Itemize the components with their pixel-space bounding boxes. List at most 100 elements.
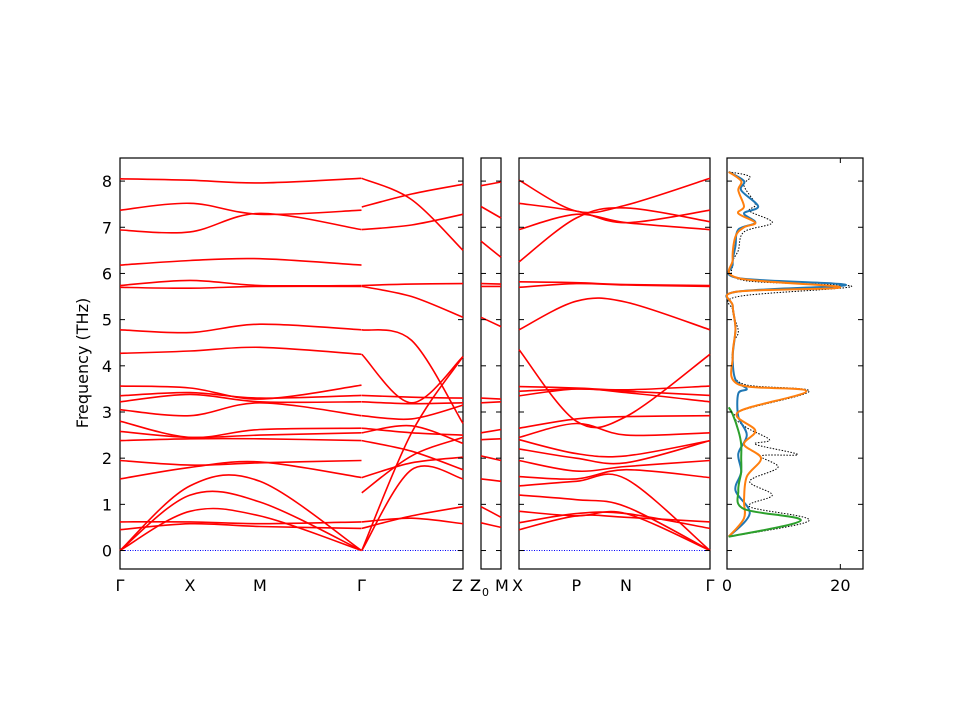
phonon-band-line: [361, 329, 464, 424]
phonon-band-line: [119, 177, 362, 184]
phonon-band-line: [119, 430, 362, 439]
band-panel-frame: [480, 157, 502, 570]
phonon-band-line: [119, 437, 362, 442]
phonon-band-line: [361, 456, 464, 479]
phonon-band-line: [119, 507, 362, 552]
phonon-band-line: [361, 183, 464, 208]
x-tick-label: Γ: [706, 576, 715, 595]
phonon-band-line: [518, 414, 711, 429]
phonon-band-line: [119, 420, 362, 439]
phonon-band-line: [119, 522, 362, 531]
phonon-band-line: [518, 422, 711, 439]
y-tick-label: 6: [102, 264, 112, 283]
y-axis-label: Frequency (THz): [73, 298, 92, 428]
phonon-band-line: [119, 257, 362, 266]
x-tick-label: M: [253, 576, 267, 595]
y-tick-label: 3: [102, 403, 112, 422]
phonon-band-line: [119, 212, 362, 234]
phonon-band-line: [361, 282, 464, 287]
phonon-band-line: [119, 346, 362, 356]
phonon-band-line: [480, 316, 502, 328]
band-panel-frame: [119, 157, 464, 570]
dos-x-tick-label: 0: [722, 576, 732, 595]
phonon-band-line: [361, 436, 464, 494]
phonon-band-line: [480, 205, 502, 219]
y-tick-label: 0: [102, 542, 112, 561]
y-tick-label: 2: [102, 449, 112, 468]
phonon-band-line: [119, 401, 362, 417]
phonon-band-line: [518, 282, 711, 289]
phonon-band-line: [518, 213, 711, 231]
phonon-band-line: [518, 511, 711, 530]
y-tick-label: 1: [102, 495, 112, 514]
phonon-band-line: [119, 459, 362, 466]
phonon-band-line: [361, 404, 464, 421]
phonon-band-line: [119, 323, 362, 334]
phonon-band-line: [119, 474, 362, 552]
x-tick-label: Γ: [357, 576, 366, 595]
y-tick-label: 8: [102, 172, 112, 191]
x-tick-label: Z: [452, 576, 463, 595]
x-tick-label: Z: [470, 576, 481, 595]
phonon-band-line: [480, 478, 502, 483]
phonon-band-line: [361, 353, 464, 404]
band-panel-frame: [518, 157, 711, 570]
phonon-band-line: [480, 240, 502, 258]
phonon-band-line: [518, 177, 711, 214]
phonon-band-line: [119, 460, 362, 480]
phonon-band-line: [480, 401, 502, 404]
x-tick-label: P: [571, 576, 581, 595]
phonon-band-line: [361, 394, 464, 399]
x-tick-label-z0: Z: [470, 576, 481, 595]
phonon-band-line: [518, 388, 711, 403]
phonon-band-line: [119, 285, 362, 290]
y-tick-label: 5: [102, 311, 112, 330]
phonon-band-line: [480, 181, 502, 187]
phonon-band-line: [119, 202, 362, 216]
phonon-band-line: [480, 397, 502, 400]
phonon-band-line: [361, 213, 464, 231]
phonon-band-line: [480, 505, 502, 519]
phonon-band-line: [361, 424, 464, 445]
phonon-band-line: [361, 285, 464, 319]
phonon-band-line: [361, 439, 464, 471]
y-tick-label: 7: [102, 218, 112, 237]
total-dos-line: [727, 171, 853, 538]
x-tick-label: Γ: [116, 576, 125, 595]
phonon-band-line: [119, 520, 362, 525]
phonon-band-line: [518, 349, 711, 429]
phonon-band-line: [361, 505, 464, 530]
phonon-band-line: [119, 393, 362, 404]
phonon-band-line: [480, 455, 502, 462]
phonon-band-line: [480, 282, 502, 285]
phonon-band-line: [119, 490, 362, 552]
x-tick-label: N: [620, 576, 632, 595]
phonon-band-line: [518, 514, 711, 531]
phonon-band-line: [480, 522, 502, 529]
phonon-band-line: [518, 468, 711, 480]
dos-x-tick-label: 20: [830, 576, 850, 595]
dos-panel-frame: [726, 157, 864, 570]
phonon-band-line: [361, 465, 464, 551]
x-tick-label: X: [184, 576, 195, 595]
phonon-band-line: [480, 428, 502, 434]
phonon-band-line: [361, 517, 464, 525]
phonon-band-line: [518, 297, 711, 331]
x-tick-label: X: [512, 576, 523, 595]
phonon-band-line: [518, 459, 711, 473]
phonon-band-line: [518, 439, 711, 465]
x-tick-label: M: [495, 576, 509, 595]
phonon-band-line: [119, 391, 362, 399]
phonon-band-line: [361, 177, 464, 251]
phonon-band-line: [119, 279, 362, 287]
x-tick-label-subscript: 0: [482, 586, 489, 599]
phonon-band-line: [480, 438, 502, 441]
phonon-band-line: [361, 401, 464, 405]
phonon-band-line: [518, 206, 711, 263]
phonon-band-line: [518, 438, 711, 458]
phonon-band-line: [518, 494, 711, 552]
partial-dos-line: [727, 406, 802, 538]
y-tick-label: 4: [102, 357, 112, 376]
